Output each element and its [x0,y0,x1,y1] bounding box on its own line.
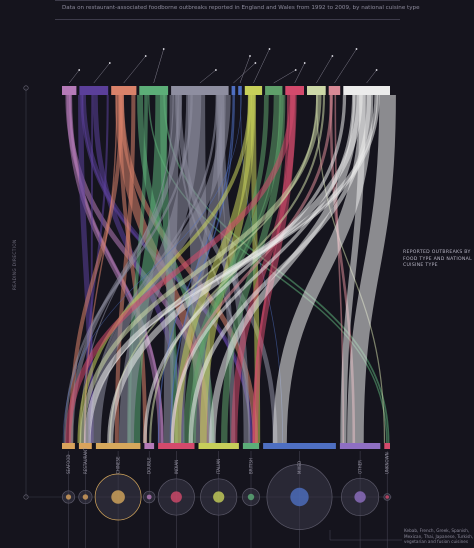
flow-link [347,94,396,444]
leader-dot [249,55,251,57]
core-dot [170,491,182,503]
flow-link [62,94,242,444]
bottom-bar [198,443,239,449]
bottom-label: RESTAURANT [83,447,88,474]
bottom-label: DOUBLE [147,457,152,474]
bottom-bar [144,443,155,449]
leader-dot [215,69,217,71]
leader-dot [78,69,81,71]
footnote: Kebab, French, Greek, Spanish, Mexican, … [404,528,474,545]
reading-direction-axis [23,85,29,500]
leader-line [69,69,80,84]
bottom-label: BRITISH [249,458,254,474]
leader-line [153,48,164,84]
core-dot [354,491,366,503]
side-note: REPORTED OUTBREAKS BY FOOD TYPE AND NATI… [403,250,472,268]
top-bar [62,86,77,95]
bottom-labels: SEAFOOD RESTAURANT CHINESE DOUBLE INDIAN ITAL… [66,447,402,541]
flow-link [118,94,148,444]
flow-link [79,94,174,444]
leader-line [239,55,251,84]
top-bar [328,86,341,95]
leader-dot [294,69,297,71]
core-dot [385,495,390,499]
bottom-label: MIXED [297,461,302,474]
bottom-bar [95,443,141,449]
core-dot [146,494,152,500]
bottom-bar [339,443,381,449]
top-bar [139,86,169,95]
bottom-label: OTHER [358,460,363,474]
bottom-bar [263,443,336,449]
leader-line [316,55,333,84]
bottom-label: INDIAN [174,460,179,474]
leader-dot [268,48,271,50]
flow-link [77,94,252,444]
bottom-bar [384,443,390,449]
leader-dot [108,62,111,64]
core-dot [82,494,89,500]
bottom-bar [242,443,260,449]
footnote-connector [329,530,402,541]
flow-link [143,94,347,444]
flow-link [107,94,363,444]
leader-dot [162,48,165,50]
flow-link [89,94,218,444]
top-bar [171,86,229,95]
bottom-label: CHINESE [116,456,121,474]
leader-line [294,62,305,84]
top-bar [244,86,263,95]
top-bar [285,86,304,95]
core-dot [111,490,125,504]
bottom-bar [158,443,195,449]
bottom-bar [62,443,75,449]
flow-link [79,94,322,444]
flow-link [68,94,124,444]
leader-line [273,69,296,84]
leader-line [253,48,270,84]
core-dot [290,487,309,507]
leader-dot [303,62,306,64]
core-dot [213,491,225,503]
flow-link [163,94,179,444]
flow-link [118,94,258,444]
leader-line [123,55,146,84]
flow-link [65,94,295,444]
bottom-label: SEAFOOD [66,455,71,474]
top-bar [79,86,109,95]
core-dot [65,494,72,500]
flow-link [252,94,290,444]
bottom-label: ITALIAN [216,459,221,474]
top-bar [343,86,390,95]
leader-dot [355,48,358,50]
chart-subtitle: Data on restaurant-associated foodborne … [62,5,420,11]
leader-line [334,48,357,84]
top-bar [231,86,236,95]
bottom-bar [78,443,92,449]
title-rule [55,0,400,20]
flow-layer [62,94,396,444]
axis-eye-icon [23,85,29,91]
top-category-bars [62,86,390,95]
leader-line [233,62,256,84]
core-dot [247,493,255,501]
top-label-leaders [69,48,378,84]
flow-link [157,94,234,444]
leader-dot [375,69,378,71]
leader-dot [254,62,257,64]
leader-line [366,69,377,84]
bottom-category-bars [62,443,390,449]
top-bar [265,86,283,95]
leader-dot [331,55,334,57]
top-bar [307,86,326,95]
top-bar [238,86,242,95]
leader-line [93,62,110,84]
leader-line [199,69,217,84]
leader-dot [144,55,147,57]
bubble-row [26,451,392,548]
bottom-label: UNKNOWN [385,452,390,474]
top-bar [111,86,137,95]
